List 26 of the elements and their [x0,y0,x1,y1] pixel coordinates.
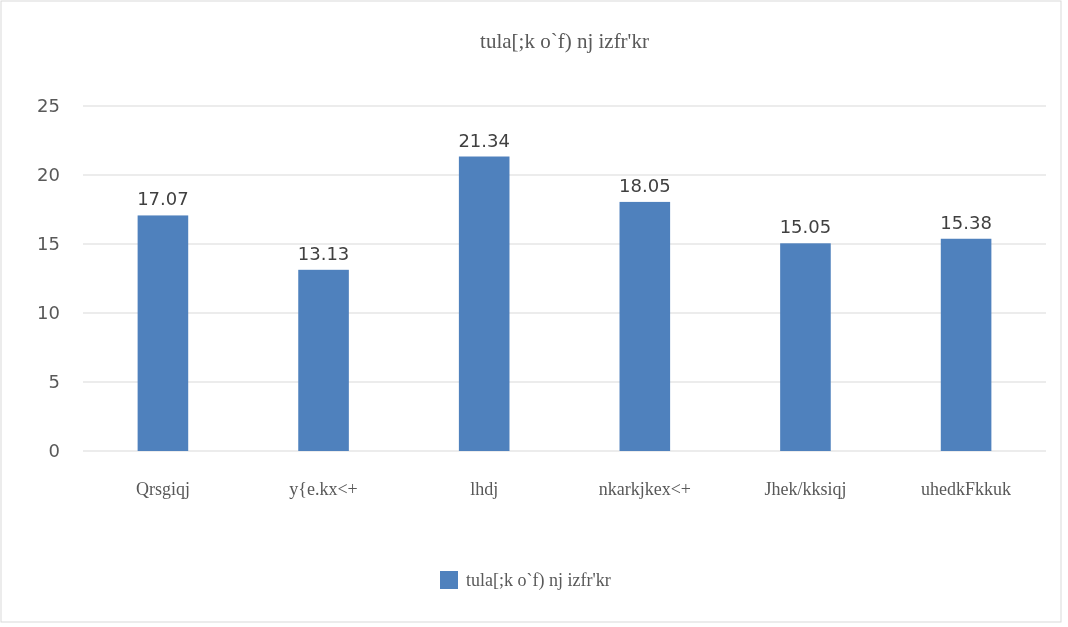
bar [780,243,831,451]
x-tick-label: uhedkFkkuk [921,479,1012,499]
y-tick-label: 20 [37,164,60,186]
legend-label: tula[;k o`f) nj izfr'kr [466,570,611,592]
y-tick-label: 0 [48,440,60,462]
bar [619,201,671,451]
x-tick-label: Jhek/kksiqj [764,479,847,499]
data-label: 15.05 [779,216,832,238]
bar [137,215,189,451]
bar [458,156,510,451]
y-tick-label: 25 [37,95,60,117]
y-tick-label: 5 [48,371,60,393]
chart-title: tula[;k o`f) nj izfr'kr [480,29,649,53]
x-tick-label: Qrsgiqj [135,479,190,499]
data-label: 15.38 [940,211,992,233]
y-tick-label: 15 [37,233,60,255]
bar [940,238,992,451]
data-label: 17.07 [137,188,189,210]
data-label: 21.34 [458,129,510,151]
data-label: 13.13 [297,242,350,264]
y-tick-label: 10 [37,302,60,324]
x-tick-label: y{e.kx<+ [289,479,358,499]
x-tick-label: lhdj [470,479,499,499]
x-tick-label: nkarkjkex<+ [598,479,691,499]
bar [298,269,349,451]
data-label: 18.05 [619,174,671,196]
